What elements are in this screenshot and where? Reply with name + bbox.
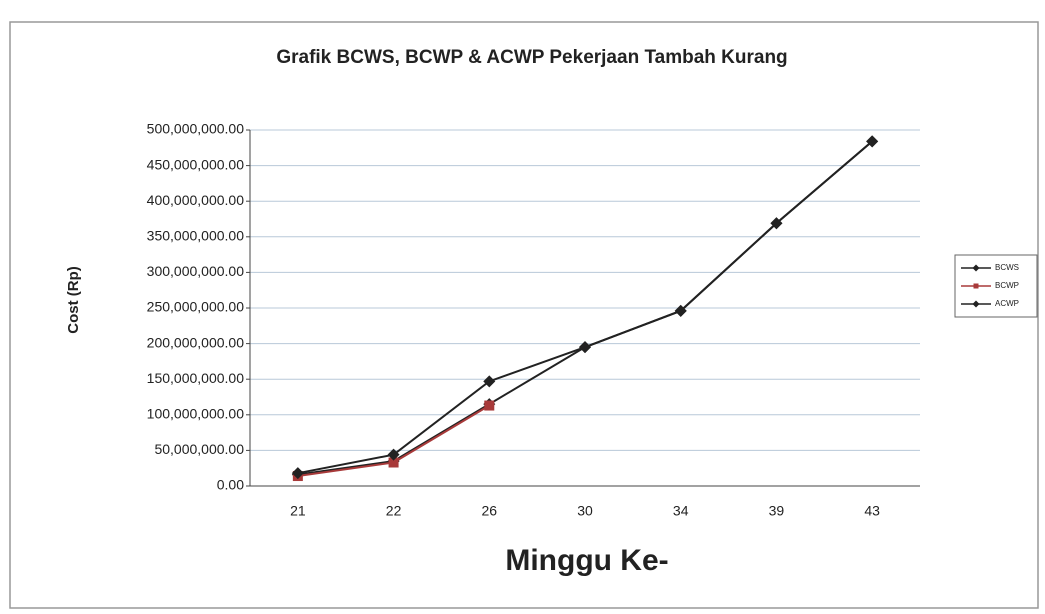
marker <box>866 135 879 148</box>
chart-title: Grafik BCWS, BCWP & ACWP Pekerjaan Tamba… <box>276 47 787 68</box>
x-tick-label: 43 <box>864 503 880 519</box>
marker <box>579 341 591 354</box>
x-tick-label: 39 <box>769 503 785 519</box>
x-tick-label: 30 <box>577 503 593 519</box>
x-axis-title: Minggu Ke- <box>505 544 668 577</box>
marker <box>972 300 980 308</box>
y-tick-label: 50,000,000.00 <box>154 441 244 457</box>
marker <box>674 304 687 317</box>
legend-label: ACWP <box>995 299 1019 308</box>
y-axis-title: Cost (Rp) <box>65 266 82 334</box>
y-tick-label: 350,000,000.00 <box>147 228 245 244</box>
marker <box>388 457 399 468</box>
y-tick-label: 150,000,000.00 <box>147 370 245 386</box>
x-tick-label: 21 <box>290 503 306 519</box>
y-tick-label: 450,000,000.00 <box>147 156 245 172</box>
marker <box>973 283 979 289</box>
marker <box>291 467 304 480</box>
marker <box>972 264 980 272</box>
y-tick-label: 400,000,000.00 <box>147 192 245 208</box>
marker <box>483 375 496 388</box>
y-tick-label: 200,000,000.00 <box>147 334 245 350</box>
x-tick-label: 26 <box>481 503 497 519</box>
x-tick-label: 34 <box>673 503 689 519</box>
chart-frame <box>9 21 1039 609</box>
x-tick-label: 22 <box>386 503 402 519</box>
y-tick-label: 100,000,000.00 <box>147 406 245 422</box>
y-tick-label: 300,000,000.00 <box>147 263 245 279</box>
y-tick-label: 250,000,000.00 <box>147 299 245 315</box>
marker <box>484 400 495 411</box>
legend-label: BCWP <box>995 281 1019 290</box>
y-tick-label: 0.00 <box>217 477 244 493</box>
y-tick-label: 500,000,000.00 <box>147 121 245 137</box>
marker <box>770 217 783 230</box>
legend-label: BCWS <box>995 263 1019 272</box>
marker <box>387 448 400 461</box>
